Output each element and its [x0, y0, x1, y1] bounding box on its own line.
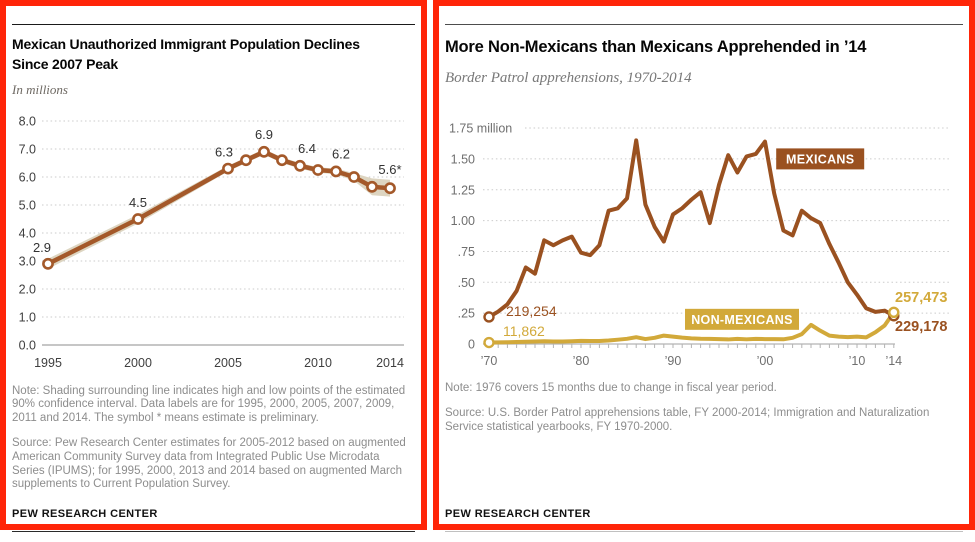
left-panel-content: Mexican Unauthorized Immigrant Populatio…	[6, 24, 421, 542]
y-tick-label: 8.0	[19, 114, 36, 128]
x-tick-label: ’00	[757, 354, 774, 368]
y-tick-label: 7.0	[19, 142, 36, 156]
mexican-population-line-chart: 0.0 1.0 2.0 3.0 4.0 5.0 6.0 7.0 8.0 1995 2000 2005 2…	[19, 114, 404, 370]
x-tick-label: 2005	[214, 356, 242, 370]
data-point-marker	[222, 162, 234, 175]
y-tick-label: 1.00	[451, 215, 475, 229]
y-tick-label: 4.0	[19, 226, 36, 240]
non-mexicans-end-value-label: 257,473	[895, 290, 947, 306]
y-tick-label: 0.0	[19, 338, 36, 352]
series-line-mexicans	[487, 138, 896, 320]
data-point-marker	[348, 170, 360, 183]
left-chart-panel: Mexican Unauthorized Immigrant Populatio…	[0, 0, 427, 532]
source-text: Source: Pew Research Center estimates fo…	[12, 436, 406, 491]
x-tick-label: ’10	[849, 354, 866, 368]
x-tick-label: ’70	[481, 354, 498, 368]
y-tick-label: 1.0	[19, 310, 36, 324]
note-text: Note: Shading surrounding line indicates…	[12, 384, 406, 425]
data-point-marker	[366, 180, 378, 193]
non-mexicans-legend-label: NON-MEXICANS	[691, 313, 793, 327]
mexicans-legend-label: MEXICANS	[786, 153, 854, 167]
x-tick-label: 2000	[124, 356, 152, 370]
endpoint-marker	[483, 337, 495, 349]
y-tick-label: 0	[468, 338, 475, 352]
bottom-rule	[445, 531, 963, 532]
endpoint-marker	[483, 311, 495, 324]
mexicans-start-value-label: 219,254	[506, 303, 557, 319]
non-mexicans-legend-box	[685, 309, 799, 331]
mexicans-end-value-label: 229,178	[895, 319, 947, 335]
data-point-marker	[240, 153, 252, 166]
right-chart-panel: More Non-Mexicans than Mexicans Apprehen…	[433, 0, 975, 532]
data-point-marker	[42, 257, 54, 270]
note-text: Note: 1976 covers 15 months due to chang…	[445, 382, 777, 395]
y-tick-label: .75	[458, 245, 475, 259]
data-point-marker	[258, 145, 270, 158]
data-point-marker	[276, 153, 288, 166]
y-tick-label: 1.75 million	[449, 122, 512, 136]
x-tick-label: 1995	[34, 356, 62, 370]
y-tick-label: 1.25	[451, 184, 475, 198]
top-rule	[12, 24, 415, 25]
x-tick-label: 2010	[304, 356, 332, 370]
y-tick-label: .25	[458, 307, 475, 321]
source-text: Source: U.S. Border Patrol apprehensions…	[445, 407, 930, 434]
data-point-marker	[132, 212, 144, 225]
y-tick-label: .50	[458, 276, 475, 290]
x-tick-label: ’90	[665, 354, 682, 368]
data-point-label: 6.9	[255, 126, 273, 141]
data-point-label: 5.6*	[378, 162, 401, 177]
x-tick-label: ’80	[573, 354, 590, 368]
data-point-marker	[330, 165, 342, 177]
page-title: More Non-Mexicans than Mexicans Apprehen…	[445, 38, 867, 56]
chart-subtitle: Border Patrol apprehensions, 1970-2014	[445, 70, 692, 87]
data-point-marker	[312, 163, 324, 176]
y-tick-label: 6.0	[19, 170, 36, 184]
right-panel-content: More Non-Mexicans than Mexicans Apprehen…	[439, 24, 969, 542]
y-tick-label: 1.50	[451, 153, 475, 167]
data-point-marker	[294, 159, 306, 172]
data-point-label: 6.2	[332, 146, 350, 161]
top-rule	[445, 24, 963, 25]
brand: PEW RESEARCH CENTER	[12, 508, 158, 520]
data-point-label: 4.5	[129, 195, 147, 210]
non-mexicans-start-value-label: 11,862	[503, 323, 545, 339]
y-tick-label: 2.0	[19, 282, 36, 296]
x-tick-label: ’14	[885, 354, 902, 368]
mexicans-legend-box	[776, 148, 865, 170]
y-tick-label: 3.0	[19, 254, 36, 268]
data-point-label: 6.4	[298, 140, 316, 155]
page-title: Mexican Unauthorized Immigrant Populatio…	[12, 36, 360, 73]
brand: PEW RESEARCH CENTER	[445, 508, 591, 520]
bottom-rule	[12, 531, 415, 532]
x-tick-label: 2014	[376, 356, 404, 370]
data-point-marker	[384, 181, 396, 194]
data-point-label: 2.9	[33, 239, 51, 254]
data-point-label: 6.3	[215, 144, 233, 159]
apprehensions-line-chart: 0 .25 .50 .75 1.00 1.25 1.50 1.75 million ’70 ’80…	[449, 122, 950, 368]
endpoint-marker	[888, 307, 900, 319]
series-line-non-mexicans	[487, 310, 896, 345]
chart-subtitle: In millions	[12, 81, 68, 97]
y-tick-label: 5.0	[19, 198, 36, 212]
